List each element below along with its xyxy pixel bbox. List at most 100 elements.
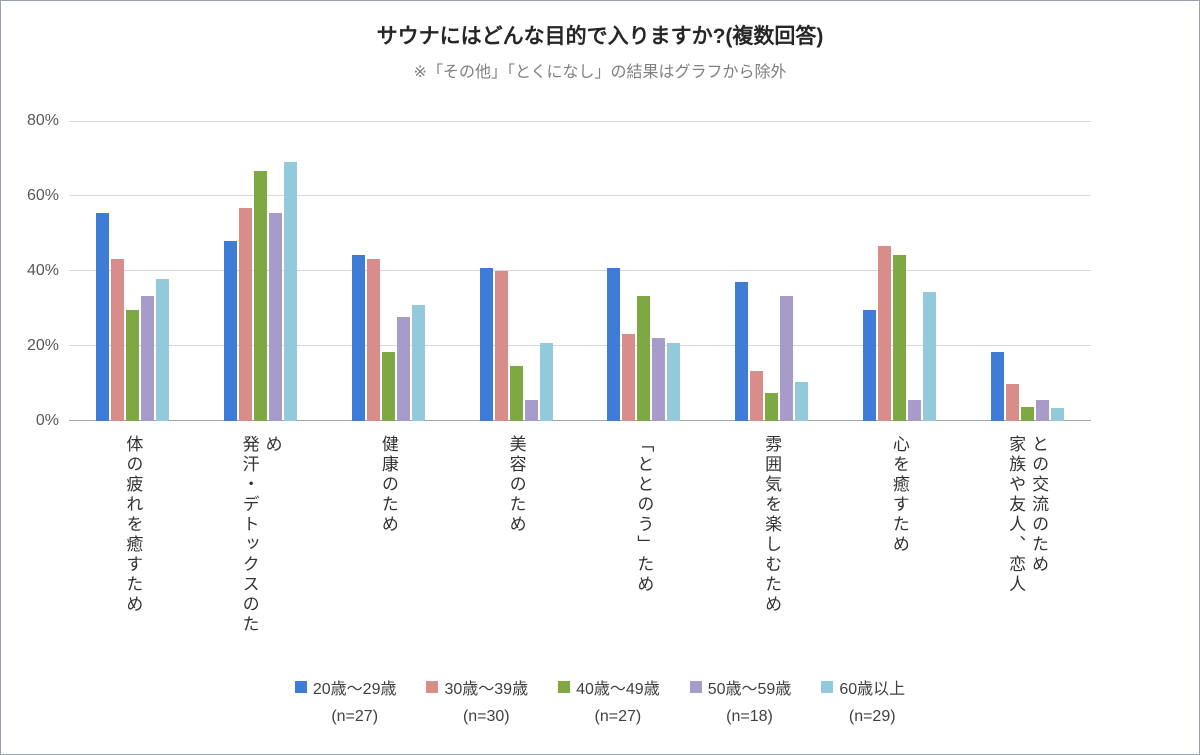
bar-group — [963, 121, 1091, 421]
bar — [239, 208, 253, 421]
bar — [254, 170, 268, 421]
bar — [892, 254, 906, 421]
legend: 20歳〜29歳 (n=27) 30歳〜39歳 (n=30) 40歳〜49歳 (n=27) 5… — [1, 675, 1199, 726]
x-axis-label-slot: 雰囲気を楽しむため — [708, 435, 836, 653]
y-tick-label: 80% — [26, 112, 59, 129]
bar — [479, 268, 493, 421]
bar — [735, 282, 749, 421]
bar — [750, 371, 764, 421]
legend-item: 40歳〜49歳 (n=27) — [558, 675, 660, 726]
bar — [224, 240, 238, 421]
y-tick-label: 20% — [26, 337, 59, 354]
bar — [366, 258, 380, 421]
x-axis-label: 体の疲れを癒すため — [123, 435, 143, 615]
bar — [667, 343, 681, 421]
x-axis-label: 美容のため — [506, 435, 526, 535]
y-tick-label: 0% — [35, 412, 59, 429]
x-axis-label: 心を癒すため — [889, 435, 909, 555]
legend-series-name: 30歳〜39歳 — [444, 681, 529, 698]
bar — [111, 258, 125, 421]
y-gridline — [69, 195, 1091, 196]
legend-sample-size: (n=18) — [726, 708, 773, 725]
x-axis-label-slot: 家族や友人、恋人 との交流のため — [963, 435, 1091, 653]
bar-group — [452, 121, 580, 421]
bar — [652, 337, 666, 421]
bar-group — [580, 121, 708, 421]
bar — [411, 304, 425, 421]
bar — [524, 400, 538, 421]
bar — [907, 400, 921, 421]
legend-item: 30歳〜39歳 (n=30) — [426, 675, 528, 726]
chart-title: サウナにはどんな目的で入りますか?(複数回答) — [376, 25, 824, 48]
bar — [922, 291, 936, 421]
legend-series-name: 20歳〜29歳 — [312, 681, 397, 698]
y-tick-label: 40% — [26, 262, 59, 279]
chart-subtitle: ※「その他」「とくになし」の結果はグラフから除外 — [413, 64, 787, 81]
x-axis-label: 家族や友人、恋人 との交流のため — [1006, 435, 1049, 595]
bar-groups — [69, 121, 1091, 421]
bar — [780, 296, 794, 421]
bar-group — [836, 121, 964, 421]
x-axis-label: 発汗・デトックスのため — [239, 435, 282, 635]
bar — [990, 351, 1004, 421]
x-axis-label: 雰囲気を楽しむため — [762, 435, 782, 615]
bar — [1035, 400, 1049, 421]
bar — [795, 382, 809, 421]
legend-swatch-icon — [294, 681, 307, 693]
bar — [862, 310, 876, 421]
bar — [141, 296, 155, 421]
legend-sample-size: (n=30) — [462, 708, 510, 725]
legend-series-name: 60歳以上 — [839, 681, 906, 698]
y-gridline — [69, 121, 1091, 122]
x-axis-label-slot: 健康のため — [325, 435, 453, 653]
legend-item: 60歳以上 (n=29) — [821, 675, 905, 726]
x-axis-labels: 体の疲れを癒すため 発汗・デトックスのため 健康のため 美容のため 「ととのう」ため 雰囲… — [69, 421, 1091, 653]
legend-item: 20歳〜29歳 (n=27) — [294, 675, 397, 726]
x-axis-label-slot: 心を癒すため — [836, 435, 964, 653]
bar — [156, 278, 170, 421]
bar-group — [69, 121, 197, 421]
y-gridline — [69, 270, 1091, 271]
bar — [396, 316, 410, 421]
legend-row: 30歳〜39歳 — [426, 675, 528, 699]
legend-row: 60歳以上 — [821, 675, 905, 699]
x-axis-label: 健康のため — [378, 435, 398, 535]
bar — [1050, 408, 1064, 421]
bar — [637, 296, 651, 421]
bar — [509, 365, 523, 421]
legend-swatch-icon — [426, 681, 439, 693]
bar — [284, 162, 298, 421]
legend-sample-size: (n=29) — [848, 708, 896, 725]
legend-row: 40歳〜49歳 — [558, 675, 660, 699]
y-gridline — [69, 345, 1091, 346]
legend-series-name: 50歳〜59歳 — [707, 681, 792, 698]
bar — [1005, 383, 1019, 421]
legend-item: 50歳〜59歳 (n=18) — [689, 675, 792, 726]
legend-sample-size: (n=27) — [594, 708, 642, 725]
legend-swatch-icon — [558, 681, 571, 693]
bar — [877, 245, 891, 421]
x-axis-line — [69, 420, 1091, 421]
legend-row: 20歳〜29歳 — [294, 675, 397, 699]
plot-area: 0% 20% 40% 60% 80% — [27, 112, 1091, 429]
x-axis-label-slot: 発汗・デトックスのため — [197, 435, 325, 653]
bar — [1020, 407, 1034, 421]
bar-group — [197, 121, 325, 421]
legend-row: 50歳〜59歳 — [689, 675, 792, 699]
bar — [381, 351, 395, 421]
bar — [269, 212, 283, 421]
bar — [622, 333, 636, 421]
bar-group — [325, 121, 453, 421]
x-axis-label: 「ととのう」ため — [634, 435, 654, 595]
bar — [539, 343, 553, 421]
bar — [351, 254, 365, 421]
bar — [494, 271, 508, 421]
bar — [607, 268, 621, 421]
bar — [96, 212, 110, 421]
x-axis-label-slot: 体の疲れを癒すため — [69, 435, 197, 653]
legend-series-name: 40歳〜49歳 — [576, 681, 660, 698]
x-axis-label-slot: 美容のため — [452, 435, 580, 653]
legend-swatch-icon — [689, 681, 702, 693]
bar-group — [708, 121, 836, 421]
